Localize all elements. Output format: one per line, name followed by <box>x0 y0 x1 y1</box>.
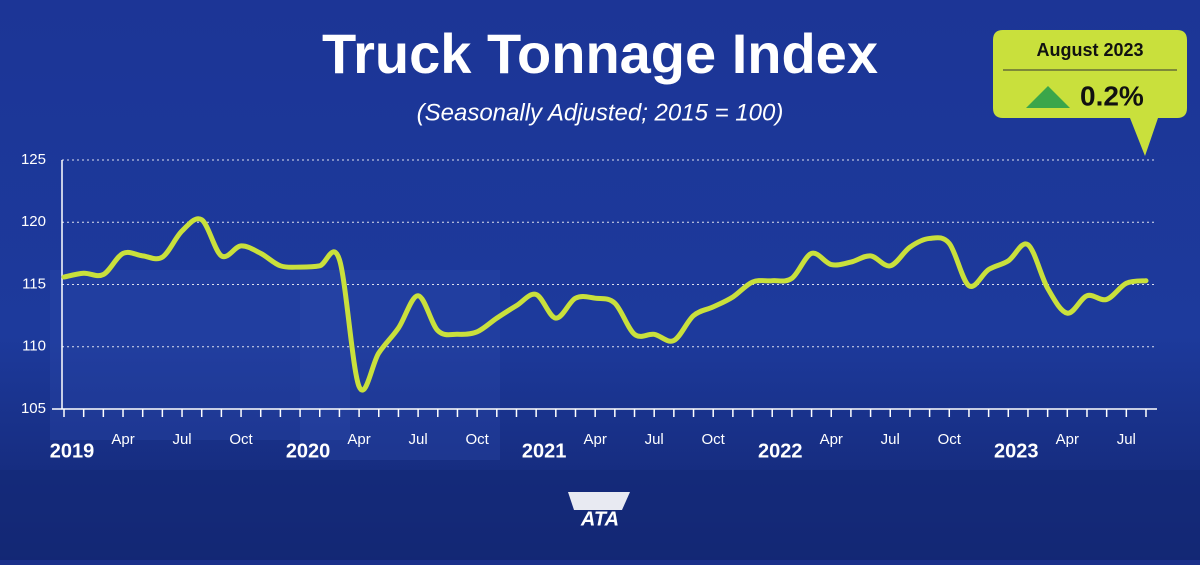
x-year-label: 2021 <box>522 440 567 462</box>
x-tick-label: Jul <box>645 431 664 448</box>
y-tick-label: 125 <box>21 151 46 168</box>
x-tick-label: Oct <box>702 431 726 448</box>
y-tick-label: 105 <box>21 400 46 417</box>
x-tick-label: Apr <box>583 431 606 448</box>
x-tick-label: Apr <box>111 431 134 448</box>
chart-title: Truck Tonnage Index <box>322 22 878 85</box>
x-tick-label: Jul <box>881 431 900 448</box>
up-arrow <box>1026 86 1070 108</box>
x-year-label: 2020 <box>286 440 331 462</box>
y-tick-label: 115 <box>22 275 46 292</box>
x-tick-label: Oct <box>465 431 489 448</box>
logo-mark <box>568 492 630 510</box>
x-tick-label: Jul <box>409 431 428 448</box>
x-year-label: 2022 <box>758 440 803 462</box>
y-tick-label: 110 <box>22 338 46 355</box>
callout-period: August 2023 <box>1036 40 1143 60</box>
callout-box <box>993 30 1187 156</box>
logo: ATA <box>580 508 619 530</box>
x-tick-label: Jul <box>1117 431 1136 448</box>
x-tick-label: Apr <box>347 431 370 448</box>
y-tick-label: 120 <box>21 213 46 230</box>
x-tick-label: Apr <box>820 431 843 448</box>
x-tick-label: Oct <box>938 431 962 448</box>
callout-change: 0.2% <box>1080 80 1144 111</box>
x-tick-label: Oct <box>229 431 253 448</box>
x-tick-label: Jul <box>172 431 191 448</box>
x-tick-label: Apr <box>1056 431 1079 448</box>
truck-cab-silhouette <box>300 270 500 460</box>
chart-subtitle: (Seasonally Adjusted; 2015 = 100) <box>417 99 784 126</box>
data-line <box>61 216 1149 393</box>
x-year-label: 2023 <box>994 440 1039 462</box>
road <box>0 470 1200 560</box>
x-year-label: 2019 <box>50 440 95 462</box>
